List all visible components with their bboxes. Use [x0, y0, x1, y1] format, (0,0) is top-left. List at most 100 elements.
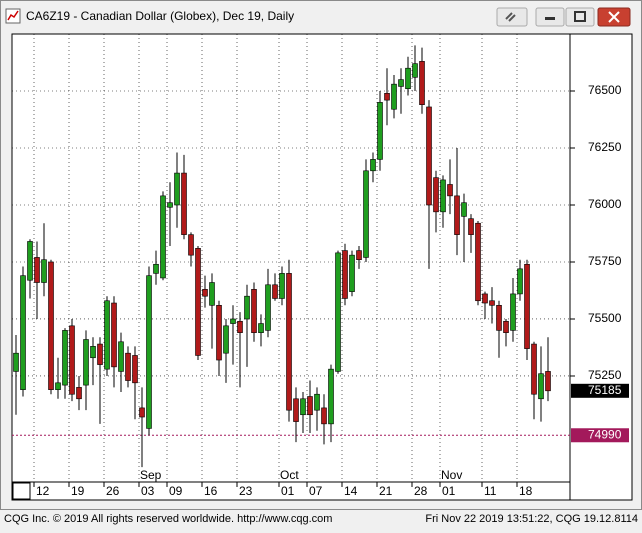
- candle-body: [391, 83, 397, 110]
- candle-body: [111, 302, 117, 368]
- candle-body: [398, 79, 404, 87]
- candle-body: [153, 263, 159, 274]
- candle-body: [510, 293, 516, 331]
- candle-body: [251, 289, 257, 333]
- x-tick-label: 07: [309, 484, 323, 498]
- candle-body: [244, 295, 250, 320]
- y-tick-label: 75750: [588, 254, 622, 268]
- candle-body: [104, 300, 110, 370]
- candle-body: [41, 259, 47, 283]
- x-tick-label: 21: [379, 484, 393, 498]
- candle-body: [174, 172, 180, 206]
- candle-body: [335, 252, 341, 372]
- x-tick-label: 26: [106, 484, 120, 498]
- candle-body: [545, 371, 551, 392]
- candle-body: [468, 218, 474, 235]
- candle-body: [482, 293, 488, 304]
- candle-body: [27, 241, 33, 281]
- candle-body: [370, 159, 376, 172]
- candle-body: [384, 92, 390, 101]
- candle-body: [356, 250, 362, 261]
- candle-body: [419, 61, 425, 105]
- minimize-button[interactable]: [535, 7, 565, 27]
- candle-body: [167, 202, 173, 208]
- month-label: Nov: [441, 468, 462, 482]
- last-price-label: 75185: [588, 383, 622, 397]
- candle-body: [132, 355, 138, 384]
- x-tick-label: 23: [239, 484, 253, 498]
- candle-body: [279, 273, 285, 299]
- candle-body: [146, 275, 152, 429]
- candle-body: [90, 346, 96, 359]
- candle-body: [34, 257, 40, 283]
- candle-body: [524, 263, 530, 349]
- y-tick-label: 76250: [588, 140, 622, 154]
- candle-body: [195, 248, 201, 356]
- candle-body: [125, 352, 131, 381]
- candle-body: [454, 195, 460, 235]
- candle-body: [230, 318, 236, 324]
- candle-body: [328, 368, 334, 425]
- candle-body: [377, 102, 383, 160]
- time-axis: [11, 481, 571, 501]
- candle-body: [447, 184, 453, 197]
- y-tick-label: 76000: [588, 197, 622, 211]
- maximize-button[interactable]: [565, 7, 595, 27]
- candle-body: [503, 320, 509, 333]
- x-tick-label: 19: [71, 484, 85, 498]
- candle-body: [440, 179, 446, 213]
- candle-body: [286, 273, 292, 411]
- candle-body: [314, 393, 320, 411]
- reference-label: 74990: [588, 427, 622, 441]
- candle-body: [426, 106, 432, 206]
- month-label: Oct: [280, 468, 299, 482]
- candle-body: [272, 284, 278, 299]
- candle-body: [293, 398, 299, 422]
- month-label: Sep: [140, 468, 162, 482]
- x-tick-label: 28: [414, 484, 428, 498]
- footer-right: Fri Nov 22 2019 13:51:22, CQG 19.12.8114: [425, 513, 638, 525]
- candle-body: [307, 396, 313, 416]
- price-axis: [569, 33, 633, 501]
- candle-body: [489, 300, 495, 306]
- candle-body: [62, 330, 68, 386]
- candle-body: [405, 67, 411, 90]
- candle-body: [209, 282, 215, 306]
- candle-body: [118, 341, 124, 372]
- x-tick-label: 01: [281, 484, 295, 498]
- x-tick-label: 16: [204, 484, 218, 498]
- candle-body: [363, 170, 369, 258]
- x-tick-label: 11: [484, 484, 497, 498]
- candle-body: [76, 387, 82, 400]
- chart-layer: 75250 75500 75750 76000 76250 76500 12 19 26 03 09…: [12, 34, 629, 498]
- close-button[interactable]: [597, 7, 631, 27]
- candle-body: [69, 325, 75, 395]
- y-tick-label: 75250: [588, 368, 622, 382]
- candle-body: [55, 382, 61, 390]
- corner-box[interactable]: [12, 482, 31, 500]
- candle-body: [496, 305, 502, 331]
- candle-body: [412, 63, 418, 78]
- candle-body: [531, 343, 537, 395]
- link-button[interactable]: [496, 7, 528, 27]
- candle-body: [83, 339, 89, 386]
- plot-area: [11, 33, 571, 483]
- candle-body: [48, 261, 54, 390]
- last-price-box: [571, 383, 629, 398]
- candle-body: [433, 177, 439, 213]
- x-tick-label: 03: [141, 484, 155, 498]
- candle-body: [97, 343, 103, 365]
- candle-body: [349, 254, 355, 292]
- candle-body: [223, 325, 229, 354]
- candle-body: [258, 323, 264, 333]
- title-icon: [5, 8, 21, 24]
- candle-body: [517, 268, 523, 295]
- window-title: CA6Z19 - Canadian Dollar (Globex), Dec 1…: [26, 9, 294, 23]
- candle-body: [181, 172, 187, 235]
- candle-body: [237, 320, 243, 333]
- y-tick-label: 76500: [588, 83, 622, 97]
- candle-body: [216, 305, 222, 361]
- candle-body: [321, 407, 327, 425]
- x-tick-label: 01: [442, 484, 456, 498]
- candle-body: [475, 222, 481, 302]
